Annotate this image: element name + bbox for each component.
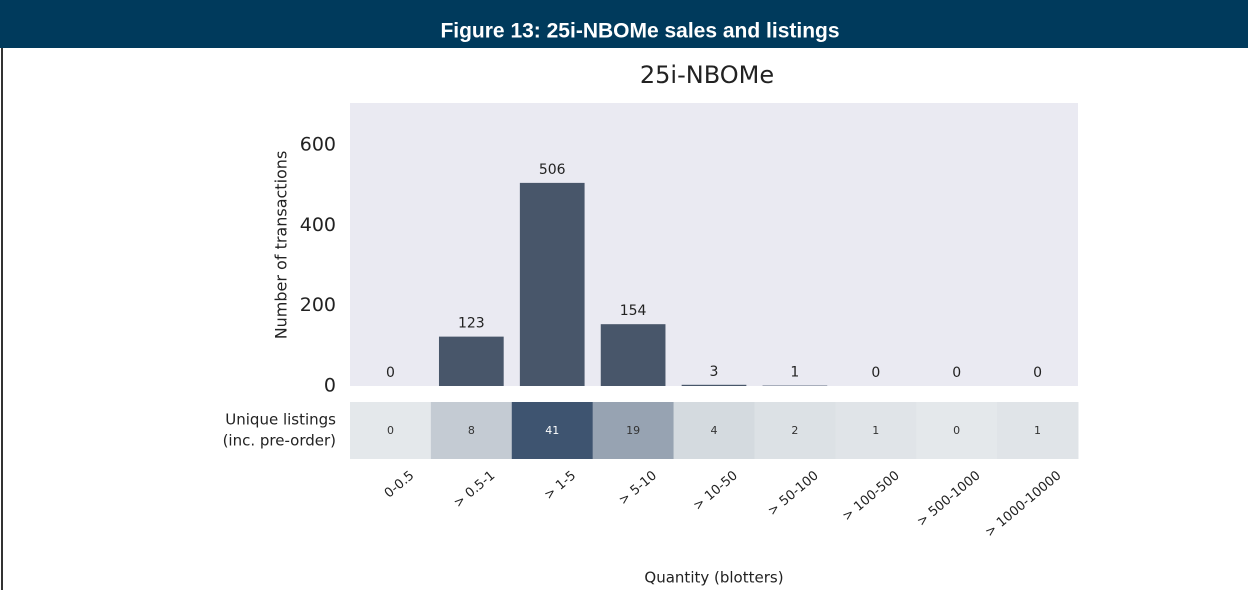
header-title: Figure 13: 25i-NBOMe sales and listings bbox=[440, 20, 839, 43]
x-tick-label: > 1-5 bbox=[542, 468, 579, 503]
heatmap-label: 2 bbox=[791, 424, 798, 437]
x-tick-label: > 5-10 bbox=[616, 468, 660, 508]
value-label: 154 bbox=[620, 303, 647, 319]
heatmap-cell bbox=[350, 402, 432, 459]
heatmap-cell bbox=[916, 402, 998, 459]
heatmap-cell bbox=[754, 402, 836, 459]
row-label: Unique listings bbox=[225, 411, 336, 429]
value-label: 0 bbox=[952, 365, 961, 381]
y-tick-label: 400 bbox=[300, 214, 336, 236]
bar bbox=[438, 336, 504, 386]
x-tick-label: > 0.5-1 bbox=[451, 468, 498, 511]
x-axis-label: Quantity (blotters) bbox=[644, 569, 783, 587]
value-label: 506 bbox=[539, 162, 566, 178]
heatmap-label: 4 bbox=[711, 424, 718, 437]
x-tick-label: > 500-1000 bbox=[914, 468, 983, 529]
y-axis-label: Number of transactions bbox=[272, 151, 291, 340]
x-tick-label: > 50-100 bbox=[765, 468, 821, 519]
y-tick-label: 600 bbox=[300, 134, 336, 156]
heatmap-cell bbox=[673, 402, 755, 459]
bar bbox=[600, 324, 666, 386]
heatmap-label: 8 bbox=[468, 424, 475, 437]
x-tick-label: > 100-500 bbox=[840, 468, 903, 524]
heatmap-cell bbox=[430, 402, 513, 459]
heatmap-label: 1 bbox=[1034, 424, 1041, 437]
heatmap-label: 41 bbox=[545, 424, 559, 437]
x-tick-label: > 1000-10000 bbox=[983, 468, 1065, 540]
heatmap-label: 0 bbox=[953, 424, 960, 437]
value-label: 3 bbox=[710, 364, 719, 380]
value-label: 0 bbox=[386, 365, 395, 381]
value-label: 0 bbox=[871, 365, 880, 381]
value-label: 1 bbox=[790, 365, 799, 381]
heatmap-cell bbox=[511, 402, 594, 459]
x-tick-label: 0-0.5 bbox=[382, 468, 417, 501]
heatmap-cell bbox=[997, 402, 1079, 459]
y-tick-label: 200 bbox=[300, 294, 336, 316]
heatmap-cell bbox=[835, 402, 917, 459]
y-tick-label: 0 bbox=[324, 375, 336, 397]
value-label: 123 bbox=[458, 316, 485, 332]
header-bar bbox=[0, 0, 1248, 48]
heatmap-cell bbox=[592, 402, 675, 459]
heatmap-label: 19 bbox=[626, 424, 640, 437]
x-tick-label: > 10-50 bbox=[691, 468, 741, 513]
heatmap-label: 1 bbox=[872, 424, 879, 437]
value-label: 0 bbox=[1033, 365, 1042, 381]
row-label: (inc. pre-order) bbox=[223, 432, 336, 450]
bar bbox=[519, 182, 585, 386]
heatmap-label: 0 bbox=[387, 424, 394, 437]
chart-title: 25i-NBOMe bbox=[640, 61, 774, 89]
bar bbox=[681, 384, 747, 386]
